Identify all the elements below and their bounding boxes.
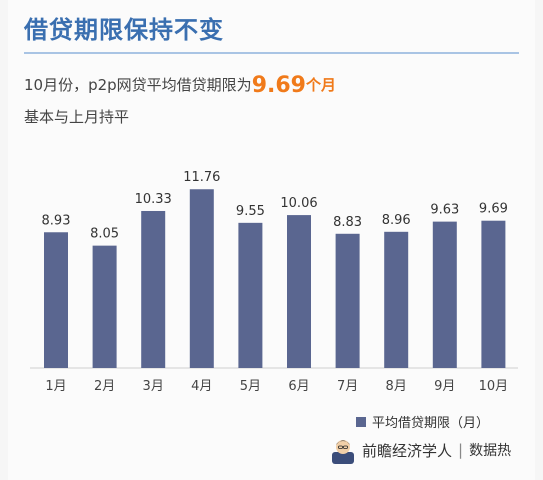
data-label-4: 11.76 <box>183 170 220 185</box>
summary-line: 10月份，p2p网贷平均借贷期限为9.69个月 <box>24 74 336 97</box>
chart-legend: 平均借贷期限（月） <box>356 412 489 431</box>
bar-3 <box>141 210 166 368</box>
summary-value: 9.69 <box>251 73 306 98</box>
data-label-8: 8.96 <box>382 213 411 228</box>
data-label-7: 8.83 <box>333 215 362 230</box>
data-label-10: 9.69 <box>479 202 508 217</box>
page-title: 借贷期限保持不变 <box>24 16 224 44</box>
bar-8 <box>384 231 409 368</box>
x-tick-label-7: 7月 <box>337 379 358 394</box>
bar-5 <box>238 222 263 368</box>
data-label-6: 10.06 <box>280 196 317 211</box>
x-tick-label-1: 1月 <box>45 379 66 394</box>
x-tick-label-8: 8月 <box>386 379 407 394</box>
bar-6 <box>287 215 311 368</box>
bar-7 <box>335 233 360 368</box>
data-label-9: 9.63 <box>430 203 459 218</box>
brand-footer: 前瞻经济学人 | 数据热 <box>330 436 511 464</box>
x-tick-label-6: 6月 <box>288 379 309 394</box>
title-divider <box>24 52 519 54</box>
bar-9 <box>432 221 457 368</box>
brand-tag: 数据热 <box>469 443 512 459</box>
x-tick-label-10: 10月 <box>479 379 509 394</box>
bar-2 <box>92 245 117 368</box>
bar-1 <box>44 232 68 368</box>
x-tick-label-2: 2月 <box>94 379 115 394</box>
brand-name: 前瞻经济学人 <box>362 441 453 460</box>
x-tick-label-3: 3月 <box>143 379 164 394</box>
x-tick-label-9: 9月 <box>434 379 455 394</box>
legend-swatch <box>356 416 366 427</box>
data-label-5: 9.55 <box>236 204 265 219</box>
legend-label: 平均借贷期限（月） <box>372 416 490 431</box>
brand-separator: | <box>458 441 464 459</box>
bar-10 <box>481 220 506 368</box>
x-tick-label-4: 4月 <box>191 379 212 394</box>
summary-prefix: 10月份，p2p网贷平均借贷期限为 <box>24 76 252 94</box>
x-tick-label-5: 5月 <box>240 379 261 394</box>
bar-4 <box>189 189 214 368</box>
summary-unit: 个月 <box>305 76 336 94</box>
summary-subline: 基本与上月持平 <box>24 108 130 126</box>
data-label-1: 8.93 <box>42 213 71 228</box>
data-label-3: 10.33 <box>135 192 172 207</box>
data-label-2: 8.05 <box>90 227 119 242</box>
brand-avatar-icon <box>330 436 356 464</box>
